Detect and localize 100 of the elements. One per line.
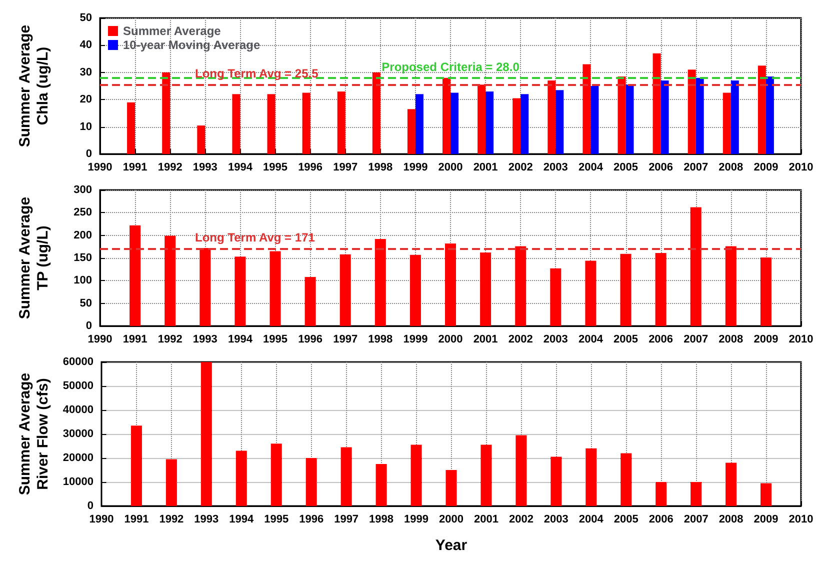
bar (520, 94, 529, 154)
x-tick-label: 2004 (578, 334, 604, 346)
bar (340, 254, 351, 326)
bar (127, 102, 136, 154)
x-tick-label: 2003 (543, 162, 568, 174)
x-tick-label: 2000 (438, 334, 463, 346)
bar (550, 456, 562, 506)
y-tick-label: 20 (80, 94, 92, 106)
x-tick-label: 1998 (368, 334, 393, 346)
y-tick-label: 100 (74, 274, 92, 287)
x-tick-label: 2010 (788, 514, 814, 526)
bar (620, 453, 632, 506)
x-tick-label: 2000 (438, 162, 463, 174)
bar (515, 246, 526, 326)
y-tick-label: 250 (74, 206, 92, 219)
bar (620, 254, 632, 326)
bar (690, 482, 702, 506)
bar (760, 258, 772, 326)
x-tick-label: 2006 (648, 162, 674, 174)
bar (726, 462, 737, 506)
x-tick-label: 2008 (718, 334, 744, 346)
x-tick-label: 1995 (263, 162, 288, 174)
bar (415, 94, 424, 154)
bar (652, 53, 661, 154)
bar (582, 64, 591, 154)
bar (758, 66, 766, 154)
x-tick-label: 1993 (192, 334, 218, 346)
x-tick-label: 1998 (369, 514, 394, 526)
x-tick-label: 2004 (578, 514, 604, 526)
y-tick-label: 10000 (62, 476, 94, 488)
x-tick-label: 2009 (754, 162, 778, 174)
bar (556, 90, 564, 154)
x-tick-label: 2006 (648, 514, 674, 526)
y-tick-label: 60000 (62, 356, 94, 368)
bar (162, 72, 170, 154)
bar (410, 254, 421, 326)
x-tick-label: 2005 (614, 514, 638, 526)
x-tick-label: 1997 (333, 334, 358, 346)
bar (270, 444, 282, 506)
x-tick-label: 2009 (754, 334, 778, 346)
bar (376, 464, 387, 506)
x-tick-label: 2009 (754, 514, 778, 526)
y-tick-label: 50000 (62, 380, 94, 392)
bar (340, 447, 352, 506)
bar (656, 482, 667, 506)
x-tick-label: 1991 (122, 334, 148, 346)
x-tick-label: 2007 (684, 514, 708, 526)
bar (690, 207, 702, 326)
x-tick-label: 2005 (614, 162, 638, 174)
ref-line-label: Proposed Criteria = 28.0 (382, 60, 520, 74)
x-tick-label: 2003 (543, 334, 568, 346)
bar (722, 92, 731, 154)
x-tick-label: 1995 (264, 514, 289, 526)
x-tick-label: 1997 (334, 514, 359, 526)
bar (618, 76, 626, 154)
bar (306, 458, 317, 506)
x-tick-label: 1990 (89, 514, 114, 526)
x-tick-label: 2008 (718, 514, 744, 526)
y-tick-label: 0 (86, 320, 92, 332)
bar (478, 84, 486, 154)
y-tick-label: 40 (80, 39, 92, 52)
x-tick-label: 1997 (333, 162, 358, 174)
x-axis-title: Year (435, 537, 468, 554)
x-tick-label: 2010 (788, 334, 814, 346)
y-tick-label: 0 (86, 148, 92, 160)
x-tick-label: 1995 (263, 334, 288, 346)
y-tick-label: 200 (74, 229, 92, 242)
bar (480, 252, 492, 326)
bar (725, 246, 736, 326)
x-tick-label: 2002 (508, 514, 534, 526)
bar (374, 238, 386, 326)
legend-label: 10-year Moving Average (123, 38, 260, 52)
y-tick-label: 50 (80, 12, 92, 24)
legend-label: Summer Average (123, 24, 222, 38)
bar (585, 260, 596, 326)
x-tick-label: 2010 (788, 162, 814, 174)
bar (626, 84, 634, 154)
bar (130, 426, 142, 506)
bar (655, 253, 666, 326)
bar (267, 94, 276, 154)
y-tick-label: 30000 (62, 428, 94, 440)
bar (234, 256, 246, 326)
x-tick-label: 2001 (473, 162, 498, 174)
x-tick-label: 2008 (718, 162, 744, 174)
bar (730, 80, 739, 154)
x-tick-label: 1994 (228, 334, 254, 346)
bar (130, 225, 141, 326)
x-tick-label: 2005 (614, 334, 638, 346)
bar (442, 78, 450, 154)
x-tick-label: 1996 (299, 514, 324, 526)
x-tick-label: 1999 (403, 334, 428, 346)
x-tick-label: 1991 (122, 162, 148, 174)
x-tick-label: 1996 (298, 334, 323, 346)
x-tick-label: 2001 (474, 514, 498, 526)
bar (512, 98, 521, 154)
bar (450, 92, 458, 154)
bar (232, 94, 240, 154)
bar (236, 450, 247, 506)
bar (200, 362, 212, 506)
x-tick-label: 1992 (158, 162, 182, 174)
